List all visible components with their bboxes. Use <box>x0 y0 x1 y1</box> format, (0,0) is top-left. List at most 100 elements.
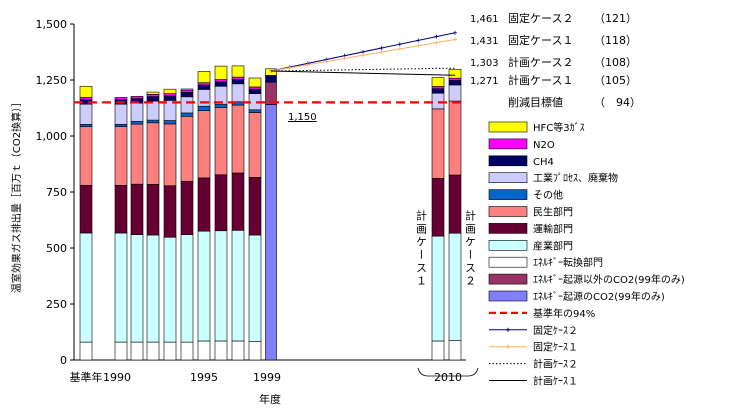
projection-marker-1 <box>434 40 439 45</box>
bar-segment-3-6 <box>146 96 160 102</box>
annotation-label: 削減目標値 <box>508 95 563 109</box>
bar-segment-6-2 <box>197 177 211 232</box>
bar-segment-1-1 <box>114 232 128 343</box>
bar-segment-5-7 <box>180 89 194 93</box>
x-tick-label: 1999 <box>253 371 281 384</box>
bar-segment-4-4 <box>163 120 177 125</box>
legend-swatch-marker-13 <box>506 344 510 349</box>
y-tick-label: 1,250 <box>36 74 68 87</box>
annotation-label: 固定ケース２ <box>508 11 573 25</box>
legend-label-12: 固定ｹｰｽ２ <box>533 324 578 337</box>
bar-segment-0-1 <box>79 232 93 343</box>
x-axis-title: 年度 <box>259 392 281 406</box>
bar-segment-1-5 <box>114 103 128 125</box>
annotation-value: 1,271 <box>470 76 499 87</box>
annotations: 1,150 計画ケース１ 計画ケース２ 1,461 固定ケース２ （121） 1,431 固定… <box>288 11 641 288</box>
bar-segment-9-1 <box>248 234 262 342</box>
bar-note-1: 計画ケース１ <box>415 209 428 288</box>
bar-segment-5-6 <box>180 92 194 98</box>
bar-segment-3-0 <box>146 341 160 361</box>
x-tick-label: 2010 <box>434 371 462 384</box>
bar-segment-7-6 <box>214 81 228 87</box>
reference-lines <box>74 30 466 104</box>
legend-label-8: ｴﾈﾙｷﾞｰ転換部門 <box>533 256 603 269</box>
projection-marker-0 <box>361 49 365 54</box>
x-tick-label: 1990 <box>103 371 131 384</box>
bar-segment-9-7 <box>248 86 262 90</box>
bar-segment-11-5 <box>431 92 445 110</box>
projection-marker-0 <box>397 42 402 47</box>
x-tick-label: 1995 <box>190 371 218 384</box>
bar-segment-3-7 <box>146 94 160 97</box>
bar-segment-12-2 <box>448 174 462 234</box>
annotation-percent: （108） <box>594 56 637 69</box>
bar-segment-9-6 <box>248 88 262 94</box>
bar-segment-7-0 <box>214 340 228 361</box>
projection-marker-1 <box>379 50 384 55</box>
bar-segment-4-7 <box>163 93 177 97</box>
bar-segment-7-7 <box>214 79 228 83</box>
projection-marker-0 <box>453 30 457 35</box>
projection-marker-1 <box>453 37 457 42</box>
bar-segment-12-7 <box>448 77 462 81</box>
legend-swatch-5 <box>488 206 528 217</box>
bar-segment-2-5 <box>130 102 144 122</box>
legend-label-13: 固定ｹｰｽ１ <box>533 341 578 354</box>
legend-swatch-7 <box>488 240 528 251</box>
bar-segment-11-8 <box>431 77 445 87</box>
bar-segment-0-8 <box>79 85 93 98</box>
bar-segment-8-6 <box>231 79 245 85</box>
legend-label-6: 運輸部門 <box>533 222 573 235</box>
annotation-label: 計画ケース２ <box>508 55 573 69</box>
bar-segment-5-5 <box>180 96 194 114</box>
y-tick-label: 0 <box>60 354 67 367</box>
axes: 温室効果ガス排出量［百万ｔ（CO2換算）］ 年度 0 250 500 750 1,000… <box>10 18 462 406</box>
bar-segment-1-3 <box>114 126 128 186</box>
bar-segment-4-6 <box>163 95 177 101</box>
bar-segment-3-2 <box>146 184 160 236</box>
legend-label-5: 民生部門 <box>533 206 573 219</box>
annotation-percent: （121） <box>594 12 637 25</box>
bar-segment-1-4 <box>114 124 128 127</box>
annotation-percent: （118） <box>594 34 637 47</box>
projection-marker-1 <box>416 43 421 48</box>
legend-swatch-9 <box>488 273 528 285</box>
bar-segment-0-4 <box>79 124 93 127</box>
bar-segment-2-0 <box>130 341 144 361</box>
bar-segment-11-2 <box>431 178 445 237</box>
bar-segment-7-4 <box>214 103 228 108</box>
bar-segment-1-2 <box>114 184 128 234</box>
legend-swatch-4 <box>488 189 528 200</box>
bar-segment-6-3 <box>197 110 211 179</box>
x-tick-label: 基準年 <box>70 370 103 384</box>
legend-swatch-8 <box>488 256 528 268</box>
projection-marker-1 <box>361 53 365 58</box>
bar-segment-4-1 <box>163 236 177 343</box>
bar-segment-10-9 <box>265 81 277 105</box>
bar-segment-11-3 <box>431 108 445 179</box>
bar-segment-11-1 <box>431 235 445 342</box>
annotation-value: 1,303 <box>470 58 499 69</box>
bar-segment-12-3 <box>448 100 462 176</box>
bar-segment-3-8 <box>146 91 160 95</box>
legend: HFC等3ｶﾞｽ N2O CH4 工業ﾌﾟﾛｾｽ、廃棄物その他民生部門運輸部門産業部門… <box>488 121 685 388</box>
projection-marker-1 <box>397 46 402 51</box>
legend-swatch-1 <box>488 138 528 150</box>
bar-segment-8-7 <box>231 76 245 80</box>
annotation-label: 計画ケース１ <box>508 73 573 87</box>
bar-segment-0-2 <box>79 184 93 234</box>
bar-segment-0-5 <box>79 103 93 125</box>
bar-segment-9-4 <box>248 109 262 113</box>
bar-segment-2-4 <box>130 121 144 125</box>
bar-segment-8-0 <box>231 340 245 361</box>
bar-segment-6-1 <box>197 230 211 342</box>
legend-swatch-marker-12 <box>506 327 510 332</box>
projection-line-3 <box>270 70 456 76</box>
projection-marker-1 <box>342 56 347 61</box>
bar-segment-0-0 <box>79 341 93 361</box>
bar-segment-9-3 <box>248 112 262 178</box>
legend-label-4: その他 <box>533 189 563 202</box>
bar-segment-5-8 <box>180 88 194 91</box>
projection-marker-1 <box>324 59 329 64</box>
legend-label-7: 産業部門 <box>533 239 573 252</box>
